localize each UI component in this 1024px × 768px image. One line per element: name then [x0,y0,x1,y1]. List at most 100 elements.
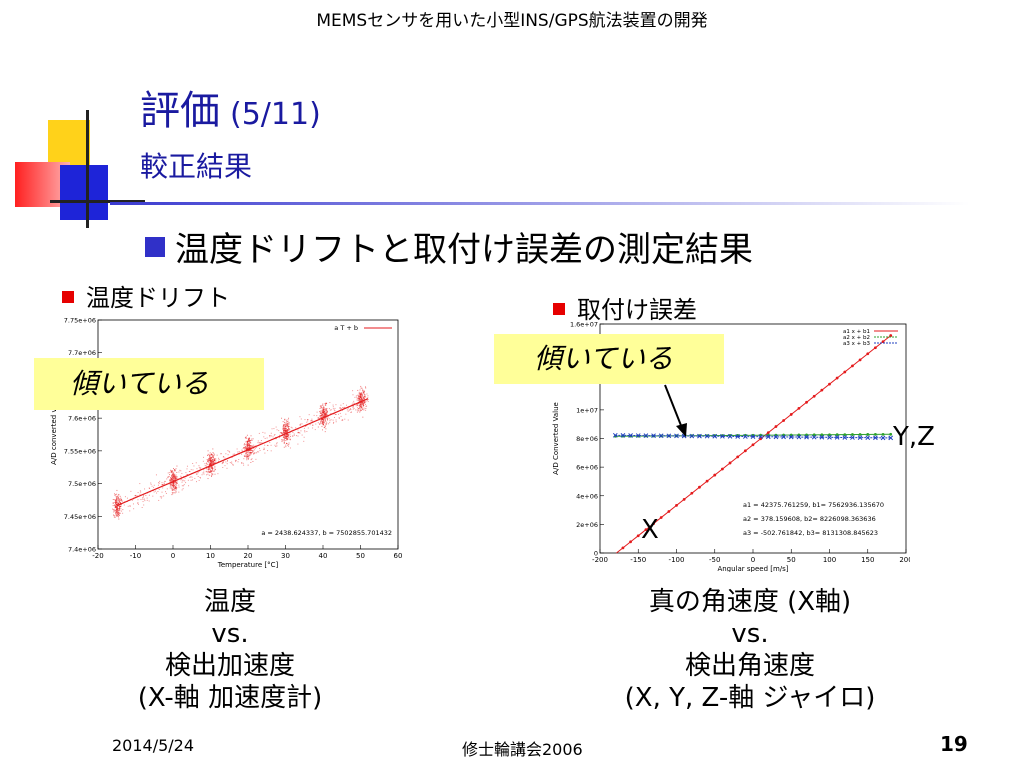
data-point [112,502,114,504]
data-point [118,508,120,510]
data-point [211,473,213,475]
data-point [157,490,159,492]
data-point [116,497,118,499]
data-point [201,474,203,476]
data-point [181,481,183,483]
data-point [282,439,284,441]
data-point [285,430,287,432]
data-point [888,435,894,441]
data-point [273,428,275,430]
data-point [283,426,285,428]
data-point [213,458,215,460]
data-point [182,479,184,481]
data-point [210,456,212,458]
data-point [828,433,831,437]
data-point [162,483,164,485]
data-point [299,424,301,426]
data-point [200,477,202,479]
data-point [304,430,306,432]
data-point [316,415,318,417]
data-point [320,406,322,408]
data-point [118,506,120,508]
data-point [174,487,176,489]
data-point [320,420,322,422]
data-point [319,423,321,425]
data-point [246,456,248,458]
data-point [172,484,174,486]
data-point [253,453,255,455]
data-point [172,470,174,472]
data-point [363,404,365,406]
data-point [352,408,354,410]
data-point [322,409,324,411]
data-point [363,392,365,394]
data-point [175,487,177,489]
data-point [189,476,191,478]
data-point [144,500,146,502]
data-point [324,431,326,433]
data-point [320,407,322,409]
data-point [285,435,287,437]
data-point [212,469,214,471]
data-point [244,443,246,445]
data-point [247,454,249,456]
data-point [284,437,286,439]
data-point [228,450,230,452]
data-point [169,480,171,482]
data-point [209,464,211,466]
data-point [286,423,288,425]
data-point [249,452,251,454]
slide-subtitle: 較正結果 [140,150,253,183]
data-point [259,447,261,449]
data-point [366,399,368,401]
data-point [315,423,317,425]
data-point [169,474,171,476]
data-point [249,445,251,447]
data-point [812,433,816,437]
data-point [339,407,341,409]
data-point [208,467,210,469]
data-point [323,416,325,418]
data-point [118,514,120,516]
data-point [324,413,326,415]
data-point [356,411,358,413]
data-point [283,425,285,427]
data-point [173,478,175,480]
data-point [360,398,362,400]
data-point [190,469,192,471]
data-point [325,409,327,411]
data-point [341,419,343,421]
data-point [129,510,131,512]
data-point [162,487,164,489]
data-point [243,447,245,449]
data-point [735,434,741,439]
data-point [151,485,153,487]
data-point [210,458,212,460]
data-point [207,473,209,475]
data-point [283,446,285,448]
data-point [322,423,324,425]
data-point [321,425,323,427]
data-point [340,404,342,406]
data-point [246,448,248,450]
data-point [283,433,285,435]
data-point [153,484,155,486]
data-point [282,429,284,431]
data-point [247,446,249,448]
data-point [212,462,214,464]
data-point [180,478,182,480]
data-point [325,415,327,417]
data-point [318,417,320,419]
data-point [361,402,363,404]
data-point [248,452,250,454]
data-point [286,421,288,423]
data-point [171,475,173,477]
right-bullet: 取付け誤差 [553,290,697,325]
data-point [250,442,252,444]
data-point [174,492,176,494]
data-point [705,479,709,483]
data-point [237,451,239,453]
data-point [274,444,276,446]
data-point [367,401,369,403]
data-point [248,456,250,458]
